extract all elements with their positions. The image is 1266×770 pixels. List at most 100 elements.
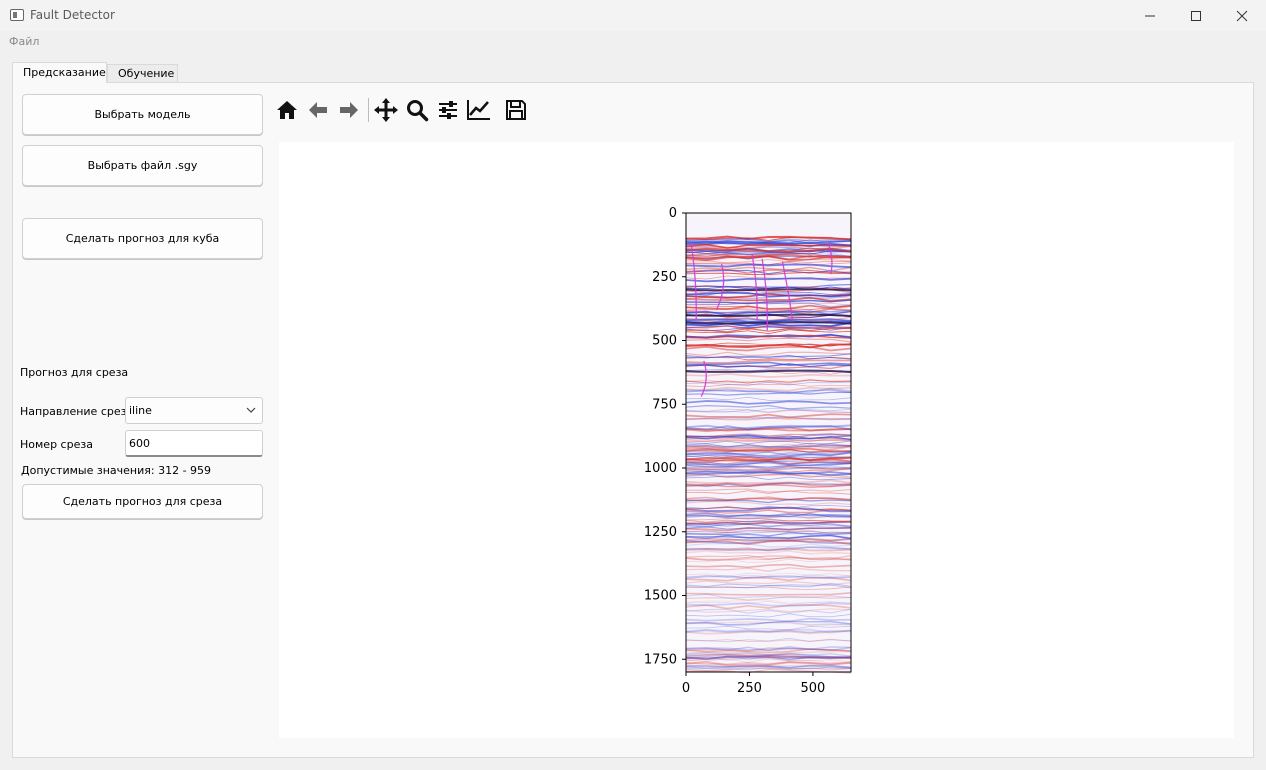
reflector-stripe [685,426,852,432]
reflector-stripe [685,621,852,627]
reflector-stripe [685,637,852,643]
reflector-stripe [685,437,852,441]
predict-cube-button[interactable]: Сделать прогноз для куба [22,218,263,259]
reflector-stripe [685,304,852,310]
minimize-button[interactable] [1127,0,1173,31]
reflector-stripe [685,284,852,288]
reflector-stripe [685,271,852,276]
reflector-stripe [685,549,852,555]
reflector-stripe [685,451,852,456]
reflector-stripe [685,660,852,666]
choose-model-button[interactable]: Выбрать модель [22,94,263,135]
reflector-stripe [685,506,852,511]
reflector-stripe [685,608,852,614]
reflector-stripe [685,664,852,669]
reflector-stripe [685,660,852,667]
reflector-stripe [685,479,852,485]
forward-button[interactable] [335,96,363,124]
reflector-stripe [685,359,852,364]
y-tick-label: 1000 [644,461,677,476]
reflector-stripe [685,444,852,450]
predict-slice-button[interactable]: Сделать прогноз для среза [22,484,263,519]
reflector-stripe [685,490,852,495]
reflector-stripe [685,391,851,396]
reflector-stripe [685,580,852,586]
y-tick-label: 250 [652,270,677,285]
reflector-stripe [685,620,852,626]
reflector-stripe [685,529,852,534]
reflector-stripe [685,296,852,302]
configure-subplots-button[interactable] [434,96,462,124]
reflector-stripe [685,653,852,658]
reflector-stripe [685,483,852,488]
reflector-stripe [685,299,852,305]
app-icon [10,9,24,21]
reflector-stripe [685,599,852,604]
reflector-stripe [685,424,852,430]
reflector-stripe [685,294,852,300]
close-button[interactable] [1219,0,1265,31]
reflector-stripe [685,648,852,653]
tab-prediction[interactable]: Предсказание [12,62,107,83]
choose-sgy-file-button[interactable]: Выбрать файл .sgy [22,145,263,186]
reflector-stripe [685,628,852,634]
reflector-stripe [685,625,852,631]
reflector-stripe [685,413,852,419]
reflector-stripe [685,235,852,241]
close-icon [1236,10,1248,21]
fault-line [781,261,794,321]
reflector-stripe [685,389,852,395]
reflector-stripe [685,404,852,410]
seismic-plot[interactable]: 0 250 500 750 1000 1250 1500 1750 0 250 500 [279,142,1234,738]
reflector-stripe [685,547,852,552]
reflector-stripe [685,500,852,506]
maximize-button[interactable] [1173,0,1219,31]
fault-line [761,258,769,331]
reflector-stripe [685,450,852,455]
minimize-icon [1145,15,1155,16]
reflector-stripe [685,518,852,523]
zoom-button[interactable] [403,96,431,124]
reflector-stripe [685,445,852,452]
direction-select[interactable]: iline [125,397,263,424]
reflector-stripe [685,437,852,443]
reflector-stripe [685,255,852,262]
back-button[interactable] [304,96,332,124]
reflector-stripe [685,575,852,579]
reflector-stripe [685,498,852,504]
direction-label: Направление среза [20,405,134,418]
reflector-stripe [685,655,852,660]
y-tick-label: 750 [652,397,677,412]
reflector-stripe [685,396,852,401]
reflector-stripe [685,258,852,264]
reflector-stripe [685,563,852,569]
figure-canvas[interactable]: 0 250 500 750 1000 1250 1500 1750 0 250 500 [279,142,1234,738]
reflector-stripe [685,471,852,477]
reflector-stripe [685,451,852,457]
reflector-stripe [685,363,852,368]
reflector-stripe [685,458,852,464]
reflector-stripe [685,427,852,433]
reflector-stripe [685,277,852,283]
slice-number-input[interactable]: 600 [125,430,263,457]
reflector-stripe [685,329,852,334]
reflector-stripe [685,250,852,255]
tab-training[interactable]: Обучение [107,64,178,83]
menu-file[interactable]: Файл [9,35,40,48]
reflector-stripe [685,252,852,259]
reflector-stripe [685,586,852,590]
y-tick-label: 0 [669,206,677,221]
reflector-stripe [685,555,852,561]
reflector-stripe [685,416,852,421]
home-button[interactable] [273,96,301,124]
reflector-stripe [685,657,852,663]
back-icon [309,102,327,118]
edit-axis-button[interactable] [465,96,493,124]
pan-button[interactable] [372,96,400,124]
reflector-stripe [685,654,852,661]
reflector-stripe [685,250,851,254]
reflector-stripe [685,539,852,544]
save-figure-button[interactable] [502,96,530,124]
reflector-stripe [685,617,852,623]
reflector-stripe [685,379,852,384]
